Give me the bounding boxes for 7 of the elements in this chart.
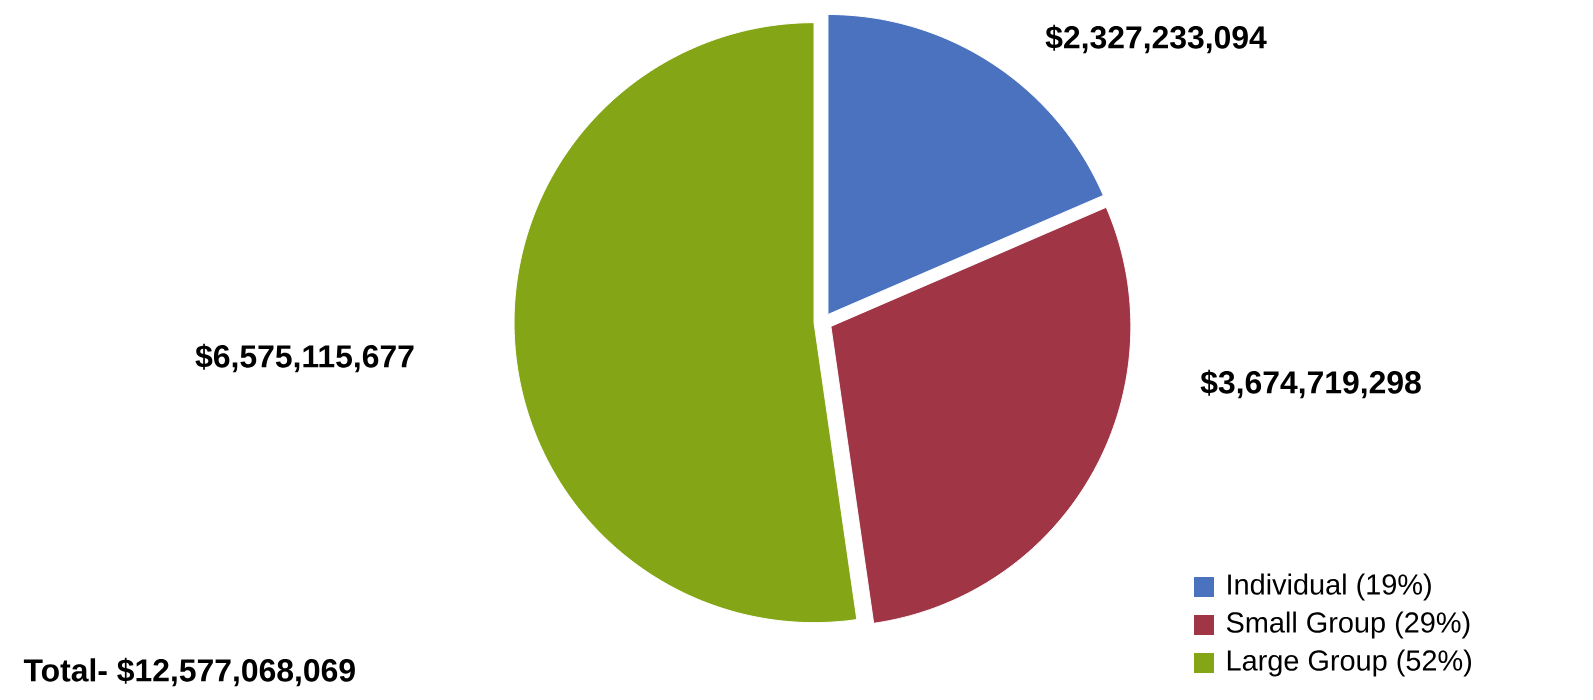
legend-label: Small Group (29%) xyxy=(1226,611,1470,639)
legend-label: Large Group (52%) xyxy=(1227,649,1471,677)
data-label: $6,575,115,677 xyxy=(195,343,414,373)
legend-label: Individual (19%) xyxy=(1228,573,1431,601)
data-label: $2,327,233,094 xyxy=(1045,24,1267,54)
text: Total- $12,577,068,069 xyxy=(23,657,355,687)
data-label: $3,674,719,298 xyxy=(1200,369,1421,399)
